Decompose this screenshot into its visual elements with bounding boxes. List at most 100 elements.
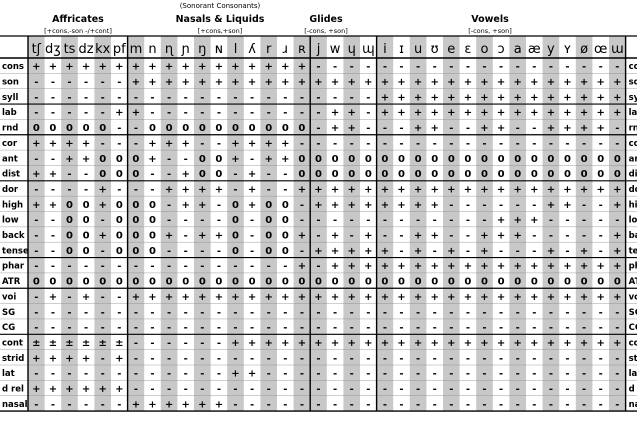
feature-value: +: [381, 108, 389, 119]
feature-value: +: [514, 184, 522, 195]
segment-symbol: pf: [113, 42, 126, 57]
feature-value: -: [217, 323, 221, 334]
feature-value: -: [150, 323, 154, 334]
feature-value: -: [117, 123, 121, 134]
feature-value: -: [316, 323, 320, 334]
feature-value: -: [383, 231, 387, 242]
feature-value: +: [298, 62, 306, 73]
feature-value: 0: [33, 123, 40, 134]
feature-value: -: [283, 108, 287, 119]
feature-label: d rel: [2, 385, 24, 395]
feature-value: -: [599, 215, 603, 226]
feature-value: +: [298, 77, 306, 88]
feature-value: -: [416, 138, 420, 149]
feature-value: -: [433, 307, 437, 318]
feature-value: 0: [99, 277, 106, 288]
feature-value: +: [530, 92, 538, 103]
feature-value: -: [615, 215, 619, 226]
segment-symbol: ɹ: [283, 42, 288, 57]
feature-value: -: [200, 108, 204, 119]
feature-value: -: [51, 307, 55, 318]
feature-value: 0: [381, 154, 388, 165]
feature-value: -: [67, 184, 71, 195]
feature-value: +: [580, 77, 588, 88]
feature-value: -: [599, 307, 603, 318]
feature-value: +: [597, 184, 605, 195]
feature-value: +: [248, 77, 256, 88]
feature-value: -: [34, 261, 38, 272]
feature-value: +: [248, 169, 256, 180]
feature-value: +: [182, 292, 190, 303]
feature-value: +: [431, 231, 439, 242]
feature-value: 0: [132, 154, 139, 165]
feature-value: -: [300, 369, 304, 380]
feature-value: 0: [464, 154, 471, 165]
feature-value: -: [383, 138, 387, 149]
feature-value: -: [267, 261, 271, 272]
feature-value: 0: [282, 215, 289, 226]
feature-value: -: [532, 399, 536, 410]
shade-column: [227, 36, 244, 412]
feature-value: +: [248, 369, 256, 380]
feature-value: -: [366, 62, 370, 73]
feature-value: -: [615, 62, 619, 73]
feature-value: +: [547, 261, 555, 272]
feature-value: -: [233, 323, 237, 334]
feature-value: 0: [498, 169, 505, 180]
feature-value: +: [148, 292, 156, 303]
feature-value: 0: [116, 277, 123, 288]
feature-value: -: [67, 77, 71, 88]
feature-value: 0: [481, 277, 488, 288]
feature-value: +: [563, 200, 571, 211]
feature-label-right: CG: [629, 323, 637, 333]
feature-value: -: [316, 353, 320, 364]
feature-value: -: [615, 323, 619, 334]
feature-value: 0: [232, 123, 239, 134]
feature-value: +: [547, 292, 555, 303]
feature-value: -: [84, 184, 88, 195]
segment-symbol: n: [148, 42, 156, 57]
feature-value: -: [283, 353, 287, 364]
feature-value: -: [482, 138, 486, 149]
feature-value: +: [414, 261, 422, 272]
feature-value: ±: [32, 338, 40, 349]
feature-value: +: [364, 231, 372, 242]
feature-value: +: [364, 246, 372, 257]
feature-value: +: [82, 353, 90, 364]
feature-value: -: [383, 123, 387, 134]
feature-value: +: [431, 77, 439, 88]
feature-value: 0: [365, 169, 372, 180]
feature-value: -: [316, 399, 320, 410]
feature-value: 0: [531, 277, 538, 288]
feature-value: +: [49, 384, 57, 395]
feature-value: +: [480, 108, 488, 119]
feature-value: -: [167, 154, 171, 165]
feature-value: +: [132, 292, 140, 303]
feature-value: -: [482, 307, 486, 318]
feature-label: cons: [2, 62, 24, 72]
segment-symbol: ɯ: [611, 42, 624, 57]
feature-value: +: [514, 261, 522, 272]
feature-label: lat: [2, 369, 15, 379]
feature-label-right: ant: [629, 154, 637, 164]
feature-value: +: [397, 77, 405, 88]
feature-value: 0: [531, 169, 538, 180]
feature-value: -: [549, 231, 553, 242]
feature-value: +: [99, 231, 107, 242]
feature-value: -: [134, 307, 138, 318]
feature-value: 0: [282, 277, 289, 288]
feature-value: +: [397, 338, 405, 349]
segment-symbol: ɴ: [215, 42, 223, 57]
feature-value: -: [350, 399, 354, 410]
feature-value: +: [82, 292, 90, 303]
feature-value: +: [99, 200, 107, 211]
feature-value: +: [198, 292, 206, 303]
feature-value: 0: [282, 200, 289, 211]
feature-value: -: [117, 292, 121, 303]
feature-value: +: [530, 108, 538, 119]
feature-value: +: [464, 338, 472, 349]
feature-value: +: [314, 77, 322, 88]
feature-value: +: [530, 292, 538, 303]
feature-value: +: [563, 261, 571, 272]
feature-value: 0: [365, 154, 372, 165]
